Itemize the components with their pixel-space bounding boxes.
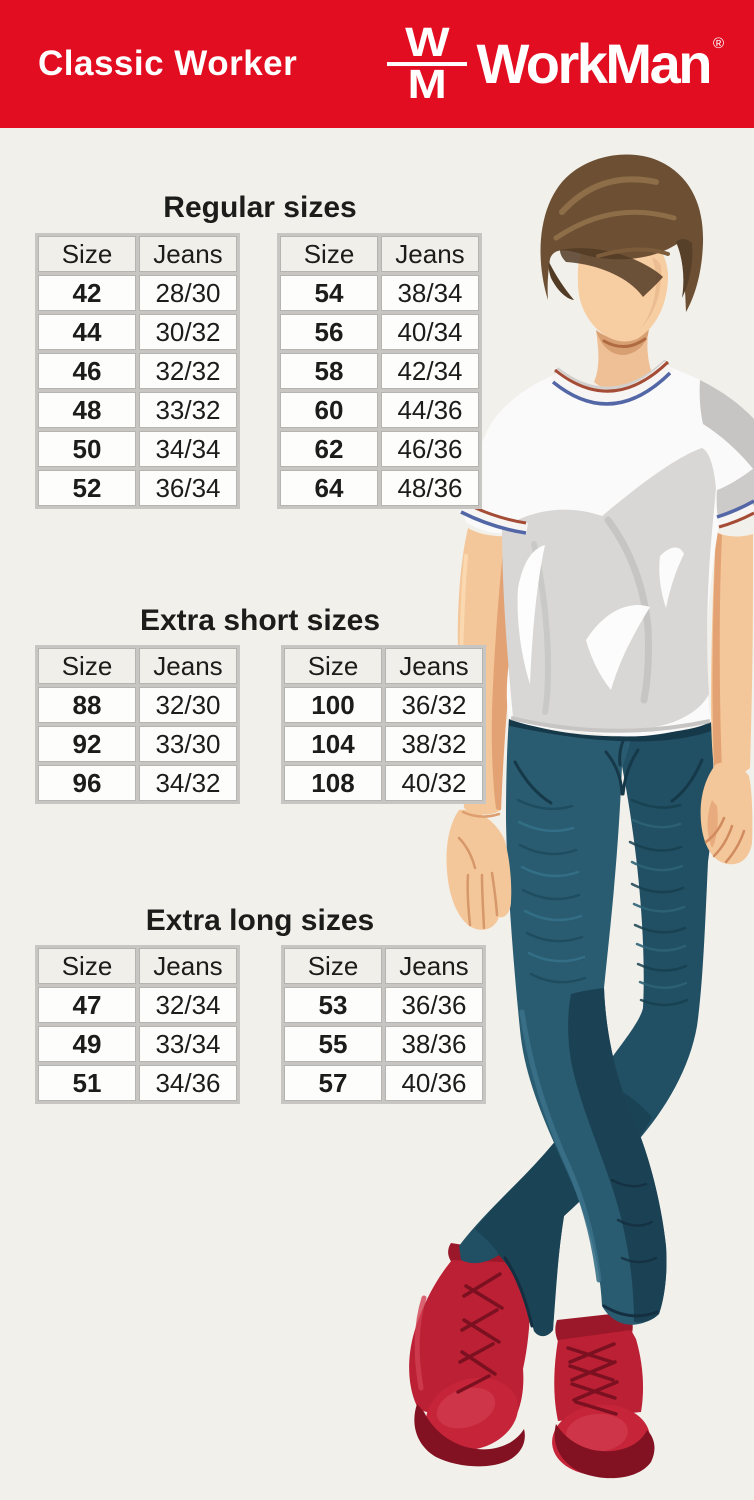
jeans-cell: 36/34 — [139, 470, 237, 506]
size-cell: 55 — [284, 1026, 382, 1062]
size-column-header: Size — [38, 948, 136, 984]
registered-trademark-symbol: ® — [712, 35, 724, 53]
size-cell: 56 — [280, 314, 378, 350]
collar-red-stripe — [554, 360, 670, 393]
size-column-header: Size — [280, 236, 378, 272]
jeans-cell: 34/32 — [139, 765, 237, 801]
jeans-cell: 32/34 — [139, 987, 237, 1023]
jeans-column-header: Jeans — [139, 236, 237, 272]
size-cell: 62 — [280, 431, 378, 467]
workman-logo: W M WorkMan ® — [384, 19, 724, 107]
jeans-cell: 42/34 — [381, 353, 479, 389]
jeans-cell: 32/32 — [139, 353, 237, 389]
jeans-column-header: Jeans — [385, 648, 483, 684]
size-cell: 42 — [38, 275, 136, 311]
workman-monogram-icon: W M — [384, 19, 470, 107]
jeans-cell: 34/34 — [139, 431, 237, 467]
jeans-cell: 32/30 — [139, 687, 237, 723]
size-cell: 60 — [280, 392, 378, 428]
jeans-front-leg-group — [506, 718, 711, 1325]
right-hand-fingers — [704, 816, 746, 864]
size-cell: 96 — [38, 765, 136, 801]
section-title-extra-short-sizes: Extra short sizes — [139, 604, 381, 637]
jeans-cell: 28/30 — [139, 275, 237, 311]
collar-blue-stripe — [551, 371, 672, 406]
size-cell: 47 — [38, 987, 136, 1023]
size-cell: 64 — [280, 470, 378, 506]
jeans-cell: 36/36 — [385, 987, 483, 1023]
size-cell: 58 — [280, 353, 378, 389]
size-cell: 104 — [284, 726, 382, 762]
jeans-cell: 33/30 — [139, 726, 237, 762]
extra-short-sizes-table-right: Size Jeans 100 36/32 104 38/32 108 40/32 — [281, 645, 486, 804]
monogram-letter-m: M — [407, 61, 448, 107]
size-cell: 48 — [38, 392, 136, 428]
size-cell: 100 — [284, 687, 382, 723]
right-boot-laces — [566, 1342, 619, 1416]
jeans-column-header: Jeans — [139, 948, 237, 984]
jeans-cell: 33/32 — [139, 392, 237, 428]
extra-short-sizes-table-left: Size Jeans 88 32/30 92 33/30 96 34/32 — [35, 645, 240, 804]
extra-long-sizes-table-right: Size Jeans 53 36/36 55 38/36 57 40/36 — [281, 945, 486, 1104]
jeans-cell: 30/32 — [139, 314, 237, 350]
size-cell: 54 — [280, 275, 378, 311]
section-title-regular-sizes: Regular sizes — [163, 191, 357, 224]
jeans-cell: 40/32 — [385, 765, 483, 801]
left-boot-laces — [456, 1272, 504, 1394]
jeans-cell: 40/36 — [385, 1065, 483, 1101]
jeans-column-header: Jeans — [139, 648, 237, 684]
right-sleeve-blue-stripe — [716, 499, 754, 519]
jeans-cell: 38/36 — [385, 1026, 483, 1062]
size-cell: 108 — [284, 765, 382, 801]
right-sleeve-red-stripe — [718, 511, 754, 529]
left-sleeve-blue-stripe — [460, 510, 527, 535]
size-column-header: Size — [38, 236, 136, 272]
regular-sizes-table-right: Size Jeans 54 38/34 56 40/34 58 42/34 60 44/36 62 4… — [277, 233, 482, 509]
monogram-divider — [387, 62, 468, 66]
right-arm-group — [700, 532, 753, 865]
jeans-cell: 33/34 — [139, 1026, 237, 1062]
header-banner: Classic Worker W M WorkMan ® — [0, 0, 754, 128]
jeans-cell: 48/36 — [381, 470, 479, 506]
size-cell: 88 — [38, 687, 136, 723]
size-cell: 44 — [38, 314, 136, 350]
size-cell: 51 — [38, 1065, 136, 1101]
size-cell: 49 — [38, 1026, 136, 1062]
monogram-letter-w: W — [405, 19, 450, 66]
size-cell: 46 — [38, 353, 136, 389]
section-title-extra-long-sizes: Extra long sizes — [145, 904, 375, 937]
size-cell: 53 — [284, 987, 382, 1023]
size-cell: 52 — [38, 470, 136, 506]
jeans-cell: 38/32 — [385, 726, 483, 762]
head-group — [540, 154, 704, 392]
size-column-header: Size — [38, 648, 136, 684]
size-cell: 92 — [38, 726, 136, 762]
jeans-cell: 40/34 — [381, 314, 479, 350]
jeans-cell: 46/36 — [381, 431, 479, 467]
regular-sizes-table-left: Size Jeans 42 28/30 44 30/32 46 32/32 48 33/32 50 3… — [35, 233, 240, 509]
jeans-column-header: Jeans — [381, 236, 479, 272]
jeans-column-header: Jeans — [385, 948, 483, 984]
left-hand-fingers — [457, 836, 499, 930]
tshirt-group — [459, 359, 754, 737]
jeans-cell: 34/36 — [139, 1065, 237, 1101]
jeans-cell: 38/34 — [381, 275, 479, 311]
right-boot-group — [552, 1312, 655, 1479]
extra-long-sizes-table-left: Size Jeans 47 32/34 49 33/34 51 34/36 — [35, 945, 240, 1104]
product-line-title: Classic Worker — [38, 44, 298, 83]
size-column-header: Size — [284, 948, 382, 984]
brand-name: WorkMan — [476, 32, 712, 95]
jeans-cell: 44/36 — [381, 392, 479, 428]
jeans-cell: 36/32 — [385, 687, 483, 723]
size-cell: 57 — [284, 1065, 382, 1101]
size-column-header: Size — [284, 648, 382, 684]
size-cell: 50 — [38, 431, 136, 467]
